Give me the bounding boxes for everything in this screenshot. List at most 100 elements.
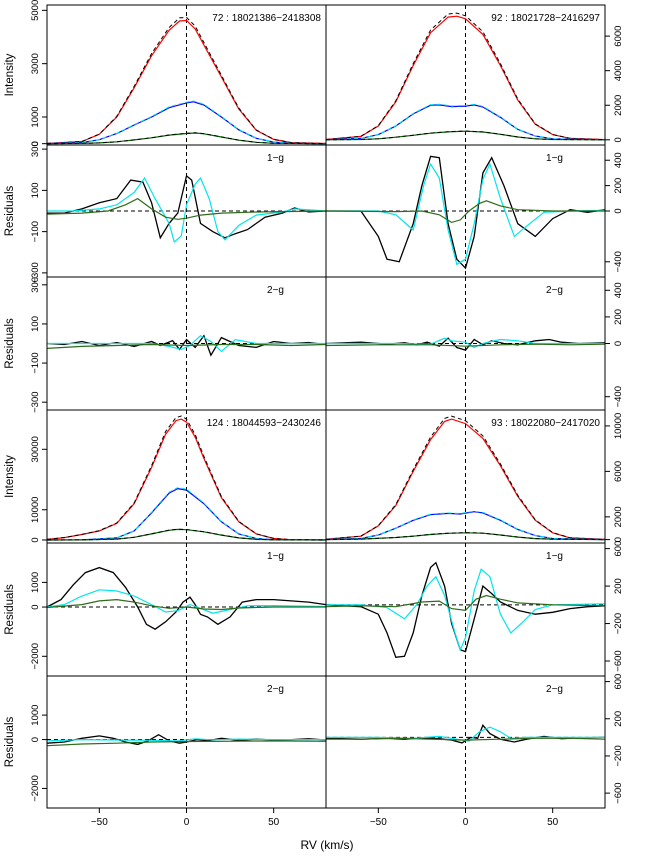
panel-annotation: 124 : 18044593−2430246 (207, 418, 322, 429)
y-tick-label: 0 (613, 137, 624, 142)
y-tick-label: 300 (30, 277, 41, 293)
fit-mid (325, 103, 606, 141)
fit-low (46, 528, 327, 541)
panel-right-1-residual-1: −400 0 200 400 1−g (325, 144, 624, 278)
series-total (47, 174, 327, 240)
x-tick-label: 50 (547, 817, 559, 828)
y-tick-label: −2000 (30, 643, 41, 670)
y-tick-label: 10000 (30, 497, 41, 523)
panel-annotation: 1−g (267, 551, 284, 562)
y-tick-label: 300 (30, 141, 41, 157)
y-tick-label: −200 (613, 613, 624, 634)
series-low (46, 343, 327, 349)
panel-annotation: 1−g (546, 551, 563, 562)
y-tick-label: −400 (613, 251, 624, 272)
series-mid (326, 568, 606, 652)
y-tick-label: 0 (30, 604, 41, 609)
fit-mid (46, 100, 327, 145)
series-mid (46, 101, 327, 145)
y-tick-label: −600 (613, 782, 624, 803)
y-tick-label: 10000 (613, 413, 624, 439)
y-tick-label: −100 (30, 221, 41, 242)
fit-total (325, 12, 606, 141)
y-tick-label: 5000 (30, 0, 41, 21)
fit-low (46, 132, 327, 145)
panel-right-1-residual-2: −400 0 200 400 2−g (325, 276, 624, 411)
series-mid (326, 162, 606, 266)
panel-left-1-residual-2: −300 −100 100 300 Residuals 2−g (4, 276, 327, 413)
y-tick-label: 3000 (30, 53, 41, 74)
x-axis: −50 0 50 −50 0 50 (91, 808, 559, 828)
series-mid (47, 176, 327, 243)
y-tick-label: −300 (30, 391, 41, 412)
panel-annotation: 1−g (546, 153, 563, 164)
x-axis-title: RV (km/s) (300, 838, 353, 852)
y-tick-label: −200 (613, 745, 624, 766)
panel-right-2-residual-2: −600 −200 200 600 2−g (325, 674, 624, 809)
y-tick-label: 1000 (30, 106, 41, 127)
y-tick-label: 100 (30, 182, 41, 198)
y-tick-label: 600 (613, 674, 624, 690)
series-low (325, 130, 606, 141)
series-mid (47, 334, 326, 353)
y-tick-label: 600 (613, 541, 624, 557)
y-tick-label: 30000 (30, 436, 41, 462)
y-tick-label: 200 (613, 309, 624, 325)
series-low (326, 737, 606, 741)
panel-annotation: 2−g (267, 684, 284, 695)
panel-right-2-residual-1: −600 −200 200 600 1−g (325, 541, 624, 677)
y-tick-label: 400 (613, 282, 624, 298)
panel-annotation: 92 : 18021728−2416297 (491, 13, 600, 24)
y-tick-label: 0 (30, 141, 41, 146)
fit-mid (325, 510, 606, 541)
panel-annotation: 2−g (267, 285, 284, 296)
y-tick-label: 1000 (30, 572, 41, 593)
y-axis-title: Intensity (4, 455, 16, 498)
y-axis-title: Residuals (4, 318, 16, 369)
panel-left-1-intensity: 0 1000 3000 5000 Intensity 72 : 18021386−2418… (4, 0, 327, 146)
y-tick-label: 6000 (613, 461, 624, 482)
y-tick-label: 0 (613, 208, 624, 213)
y-tick-label: 2000 (613, 506, 624, 527)
series-low (325, 594, 606, 612)
x-tick-label: 50 (268, 817, 280, 828)
y-tick-label: −100 (30, 352, 41, 373)
panel-left-2-residual-1: −2000 0 1000 Residuals 1−g (4, 542, 327, 677)
y-axis-title: Residuals (4, 186, 16, 237)
panel-annotation: 1−g (267, 153, 284, 164)
x-tick-label: 0 (463, 817, 469, 828)
y-tick-label: 100 (30, 316, 41, 332)
y-tick-label: 200 (613, 711, 624, 727)
series-low (46, 740, 327, 747)
y-tick-label: 6000 (613, 26, 624, 47)
series-low (325, 343, 606, 347)
series-total (46, 418, 327, 541)
y-tick-label: 0 (613, 537, 624, 542)
x-tick-label: −50 (91, 817, 108, 828)
y-tick-label: 0 (30, 737, 41, 742)
panel-annotation: 2−g (546, 684, 563, 695)
y-tick-label: 2000 (613, 95, 624, 116)
panel-annotation: 93 : 18022080−2417020 (491, 418, 600, 429)
x-tick-label: −50 (370, 817, 387, 828)
y-axis-title: Residuals (4, 717, 16, 768)
panel-annotation: 2−g (546, 285, 563, 296)
fit-mid (46, 487, 327, 541)
series-low (325, 200, 605, 224)
series-mid (46, 589, 327, 614)
y-tick-label: 0 (613, 341, 624, 346)
series-low (325, 532, 606, 541)
y-tick-label: −600 (613, 650, 624, 671)
y-tick-label: 200 (613, 178, 624, 194)
panel-right-1-intensity: 0 2000 4000 6000 92 : 18021728−2416297 (325, 4, 624, 146)
panel-annotation: 72 : 18021386−2418308 (212, 13, 321, 24)
fit-total (46, 16, 327, 144)
fit-total (46, 415, 327, 541)
y-tick-label: 1000 (30, 705, 41, 726)
fit-total (325, 415, 606, 540)
y-axis-title: Intensity (4, 53, 16, 96)
panel-right-2-intensity: 0 2000 6000 10000 93 : 18022080−2417020 (325, 409, 624, 544)
panel-left-1-residual-1: −300 −100 100 300 Residuals 1−g (4, 141, 327, 284)
